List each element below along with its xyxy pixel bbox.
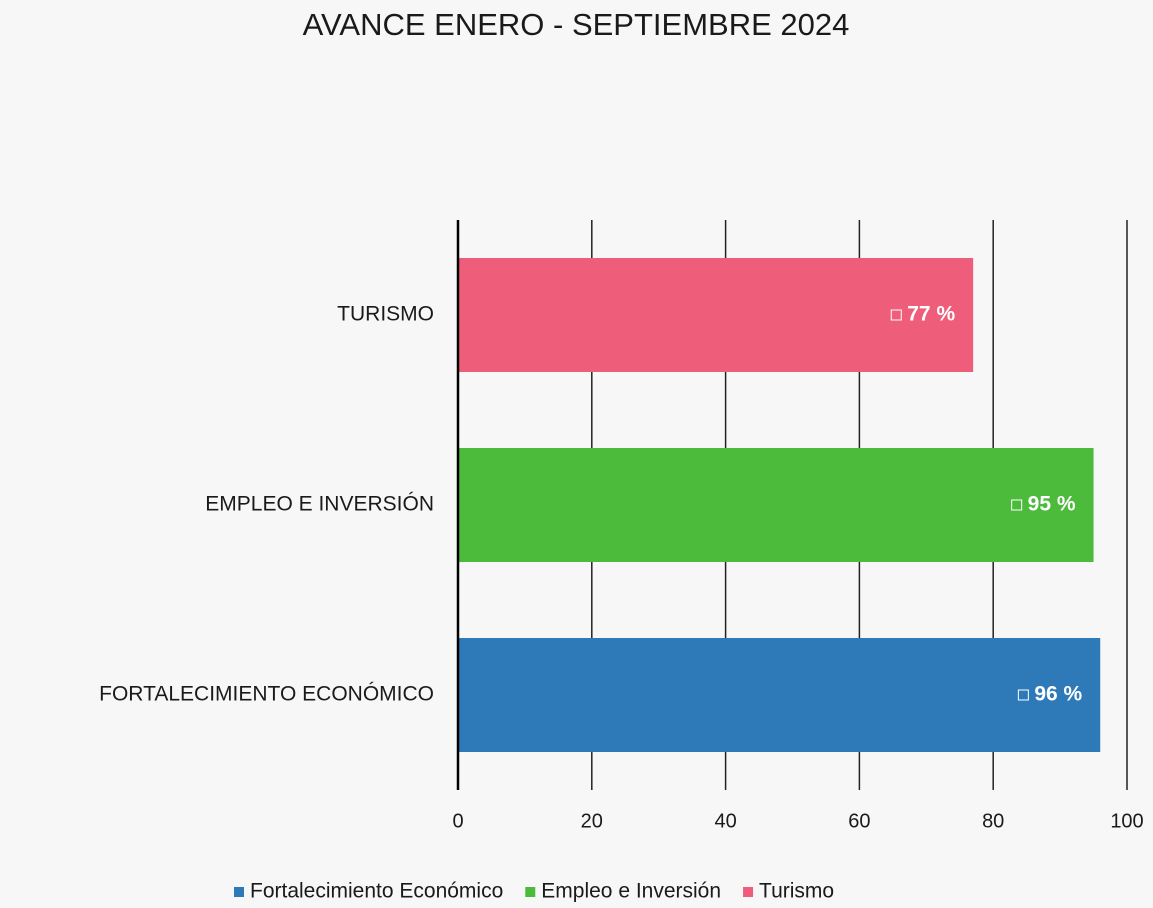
bar xyxy=(458,638,1100,752)
bar xyxy=(458,258,973,372)
x-tick-label: 0 xyxy=(452,810,463,832)
x-tick-label: 60 xyxy=(848,810,870,832)
bar xyxy=(458,448,1094,562)
data-label: 95 % xyxy=(1028,493,1076,516)
x-tick-label: 40 xyxy=(714,810,736,832)
data-label: 77 % xyxy=(907,303,955,326)
x-tick-label: 80 xyxy=(982,810,1004,832)
legend-swatch xyxy=(743,887,753,897)
y-tick-label: EMPLEO E INVERSIÓN xyxy=(205,493,434,516)
legend-swatch xyxy=(525,887,535,897)
legend-swatch xyxy=(234,887,244,897)
legend-label: Empleo e Inversión xyxy=(541,880,721,903)
y-tick-label: FORTALECIMIENTO ECONÓMICO xyxy=(99,683,434,706)
chart-title: AVANCE ENERO - SEPTIEMBRE 2024 xyxy=(303,7,850,42)
legend-label: Fortalecimiento Económico xyxy=(250,880,503,903)
chart: AVANCE ENERO - SEPTIEMBRE 2024 0 20 40 60 80… xyxy=(0,0,1153,908)
x-tick-label: 100 xyxy=(1110,810,1143,832)
legend-label: Turismo xyxy=(759,880,834,903)
data-label: 96 % xyxy=(1034,683,1082,706)
y-tick-label: TURISMO xyxy=(337,303,434,326)
x-tick-label: 20 xyxy=(581,810,603,832)
